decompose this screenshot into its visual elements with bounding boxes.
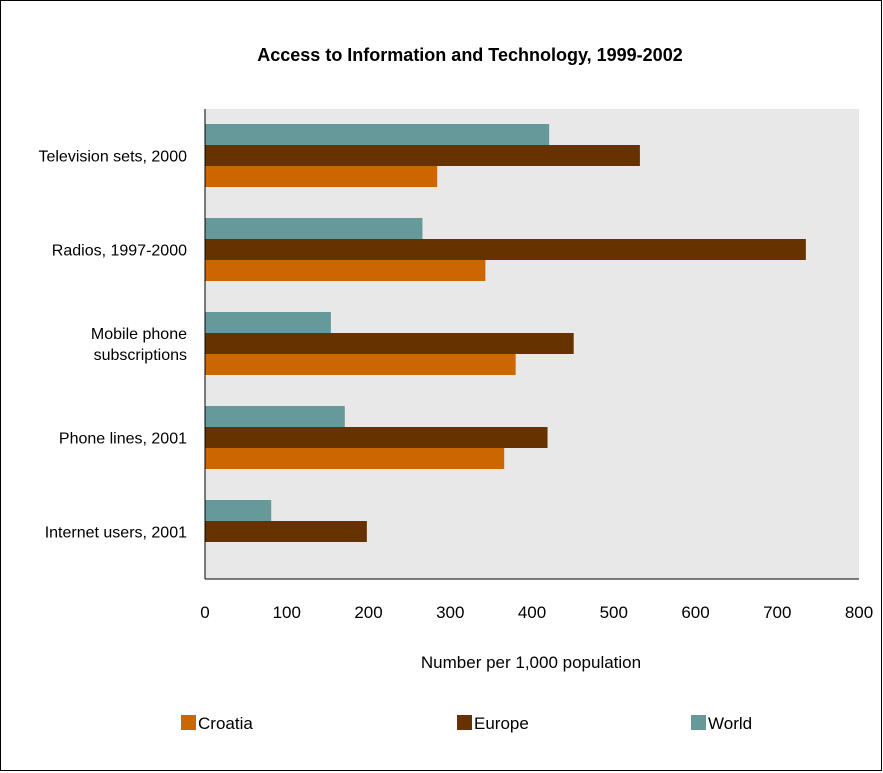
category-label: Television sets, 2000	[38, 149, 187, 166]
legend-label: Europe	[474, 714, 529, 733]
bar-croatia-3	[205, 448, 505, 469]
bar-world-4	[205, 500, 272, 521]
bars-group	[205, 124, 806, 542]
x-tick-label: 200	[354, 603, 382, 622]
legend: Croatia Europe World	[181, 714, 752, 733]
x-tick-label: 0	[200, 603, 209, 622]
category-labels: Television sets, 2000 Radios, 1997-2000 Mo…	[38, 149, 187, 542]
bar-world-1	[205, 218, 423, 239]
x-tick-label: 500	[600, 603, 628, 622]
bar-europe-1	[205, 239, 806, 260]
legend-item-world: World	[691, 714, 752, 733]
x-tick-label: 600	[681, 603, 709, 622]
x-tick-label: 300	[436, 603, 464, 622]
bar-europe-2	[205, 333, 574, 354]
bar-world-0	[205, 124, 550, 145]
bar-croatia-1	[205, 260, 486, 281]
x-axis-label: Number per 1,000 population	[421, 653, 641, 672]
category-label: Phone lines, 2001	[59, 431, 187, 448]
category-label: Internet users, 2001	[45, 525, 187, 542]
x-tick-label: 100	[273, 603, 301, 622]
x-tick-label: 800	[845, 603, 873, 622]
legend-label: Croatia	[198, 714, 253, 733]
category-label: Radios, 1997-2000	[52, 243, 187, 260]
x-tick-labels: 0 100 200 300 400 500 600 700 800	[200, 603, 873, 622]
legend-swatch	[457, 715, 472, 730]
legend-label: World	[708, 714, 752, 733]
legend-item-europe: Europe	[457, 714, 529, 733]
legend-swatch	[181, 715, 196, 730]
bar-world-2	[205, 312, 331, 333]
category-label: Mobile phone subscriptions	[91, 326, 187, 364]
bar-europe-4	[205, 521, 367, 542]
bar-world-3	[205, 406, 345, 427]
legend-swatch	[691, 715, 706, 730]
bar-croatia-2	[205, 354, 516, 375]
bar-europe-0	[205, 145, 640, 166]
bar-europe-3	[205, 427, 548, 448]
x-tick-label: 400	[518, 603, 546, 622]
chart-title: Access to Information and Technology, 19…	[257, 45, 682, 65]
legend-item-croatia: Croatia	[181, 714, 253, 733]
x-tick-label: 700	[763, 603, 791, 622]
bar-croatia-0	[205, 166, 438, 187]
